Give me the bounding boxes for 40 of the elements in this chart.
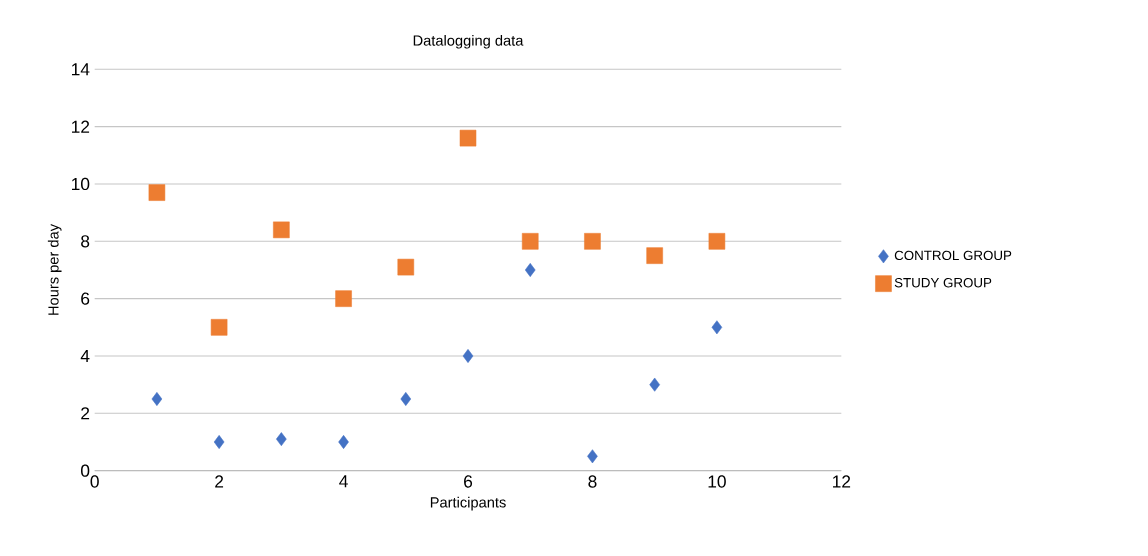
chart-title: Datalogging data: [413, 34, 524, 49]
y-tick-label: 10: [72, 177, 90, 191]
y-tick-label: 12: [72, 120, 90, 133]
point: [521, 233, 539, 250]
x-tick-label: 4: [339, 475, 348, 488]
x-axis-title: Participants: [430, 496, 506, 511]
point: [151, 392, 163, 406]
x-tick-label: 6: [464, 475, 473, 488]
legend-label: STUDY GROUP: [894, 277, 992, 288]
x-tick-label: 12: [833, 475, 851, 488]
point: [459, 129, 477, 147]
point: [273, 221, 290, 239]
point: [400, 392, 412, 406]
y-axis-title: Hours per day: [47, 223, 62, 315]
x-tick-label: 2: [215, 475, 224, 488]
y-tick-label: 14: [72, 63, 90, 76]
x-tick-label: 0: [90, 475, 99, 488]
point: [148, 184, 166, 201]
point: [338, 435, 349, 449]
y-tick-label: 0: [81, 464, 90, 477]
point: [210, 319, 228, 336]
legend-label: CONTROL GROUP: [894, 250, 1012, 261]
point: [213, 435, 225, 449]
point: [646, 247, 663, 264]
y-tick-label: 2: [81, 407, 90, 420]
x-tick-label: 8: [588, 475, 597, 488]
point: [649, 377, 660, 392]
point: [708, 233, 726, 250]
point: [462, 349, 474, 363]
point: [587, 449, 598, 464]
point: [711, 320, 723, 335]
y-tick-label: 4: [80, 350, 90, 362]
point: [584, 233, 601, 250]
point: [276, 432, 287, 447]
y-tick-label: 8: [81, 235, 90, 248]
y-tick-label: 6: [81, 292, 90, 305]
point: [524, 263, 536, 277]
point: [335, 290, 352, 307]
x-tick-label: 10: [708, 475, 726, 488]
point: [397, 258, 415, 276]
